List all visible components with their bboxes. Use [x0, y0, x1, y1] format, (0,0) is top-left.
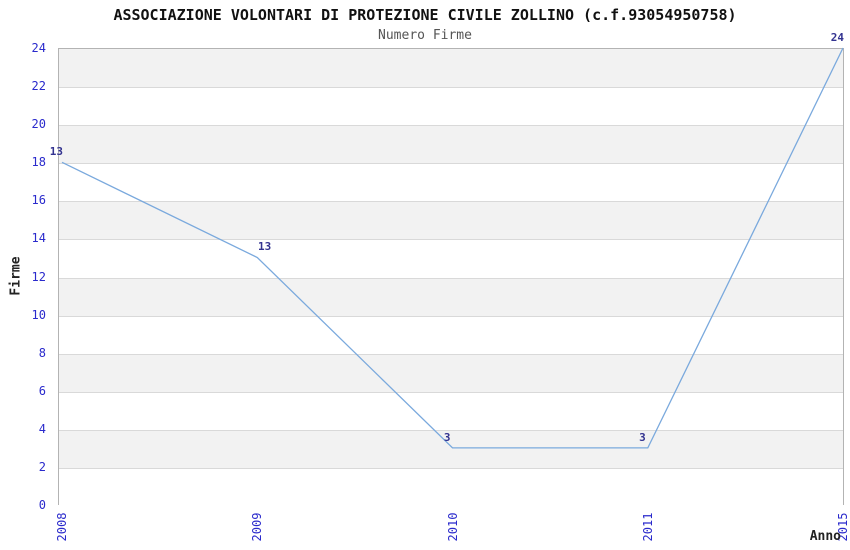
data-point-label: 3 [443, 430, 451, 444]
grid-band [59, 87, 843, 126]
y-tick-label: 8 [38, 345, 46, 360]
grid-band [59, 391, 843, 430]
y-tick-label: 24 [31, 41, 46, 55]
y-tick-label: 0 [38, 498, 46, 512]
grid-band [59, 429, 843, 468]
x-tick-label: 2008 [55, 512, 69, 542]
y-tick-label: 4 [38, 421, 46, 436]
data-point-label: 24 [830, 31, 844, 44]
gridline [59, 430, 843, 431]
plot-area [58, 48, 844, 506]
gridline [59, 316, 843, 317]
grid-band [59, 353, 843, 392]
x-tick-label: 2011 [640, 512, 655, 542]
gridline [59, 278, 843, 279]
grid-band [59, 467, 843, 506]
gridline [59, 239, 843, 240]
gridline [59, 354, 843, 355]
x-tick-label: 2009 [250, 512, 265, 542]
grid-band [59, 163, 843, 202]
grid-band [59, 315, 843, 354]
grid-band [59, 49, 843, 88]
chart-title: ASSOCIAZIONE VOLONTARI DI PROTEZIONE CIV… [113, 6, 737, 24]
gridline [59, 392, 843, 393]
x-tick-label: 2010 [445, 512, 460, 542]
gridline [59, 201, 843, 202]
y-axis-title: Firme [8, 256, 24, 296]
y-tick-label: 10 [31, 307, 46, 322]
grid-band [59, 239, 843, 278]
gridline [59, 125, 843, 126]
gridline [59, 468, 843, 469]
y-tick-label: 18 [31, 155, 46, 170]
grid-band [59, 125, 843, 164]
chart-subtitle: Numero Firme [378, 28, 472, 43]
data-point-label: 13 [258, 240, 272, 254]
data-point-label: 3 [639, 430, 646, 444]
gridline [59, 163, 843, 164]
data-point-label: 13 [49, 145, 63, 159]
y-tick-label: 16 [31, 193, 46, 208]
y-tick-label: 12 [31, 269, 46, 284]
gridline [59, 87, 843, 88]
y-tick-label: 22 [31, 79, 46, 94]
x-axis-title: Anno [809, 529, 841, 544]
grid-band [59, 201, 843, 240]
y-tick-label: 6 [38, 383, 46, 398]
grid-band [59, 277, 843, 316]
y-tick-label: 14 [31, 231, 46, 246]
y-tick-label: 20 [31, 117, 46, 132]
y-tick-label: 2 [38, 459, 46, 474]
